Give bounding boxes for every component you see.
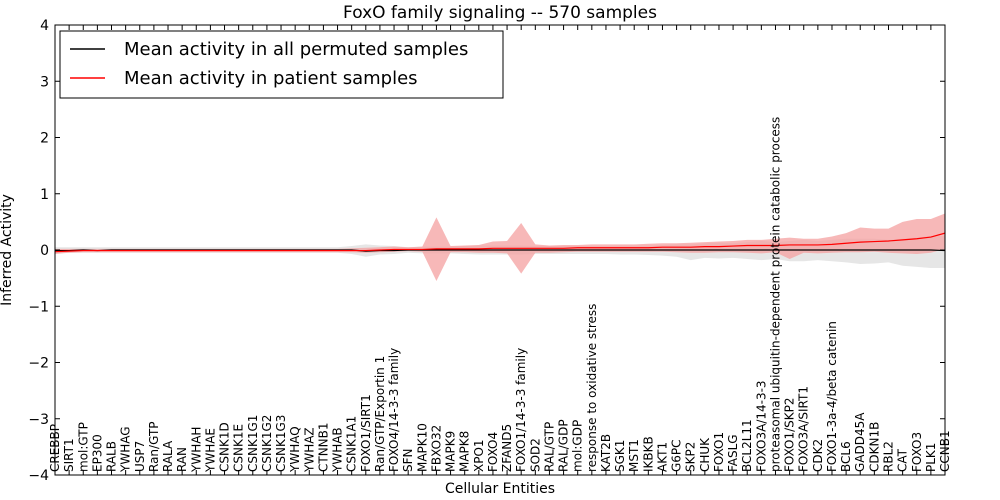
x-tick-label: Ran/GTP/Exportin 1 — [373, 356, 387, 472]
x-tick-label: BCL2L11 — [740, 419, 754, 472]
x-tick-label: FOXO1/SKP2 — [783, 397, 797, 472]
legend-permuted-label: Mean activity in all permuted samples — [124, 39, 468, 60]
x-tick-label: CAT — [896, 448, 910, 472]
x-tick-label: FOXO1 — [712, 432, 726, 472]
x-tick-label: response to oxidative stress — [585, 304, 599, 472]
x-tick-label: RALB — [105, 441, 119, 472]
x-tick-label: FOXO4/14-3-3 family — [387, 348, 401, 472]
x-tick-label: MAPK10 — [415, 423, 429, 472]
x-tick-label: RAN — [175, 447, 189, 472]
x-tick-label: SFN — [401, 449, 415, 473]
x-tick-label: FOXO1-3a-4/beta catenin — [825, 321, 839, 472]
x-tick-label: CTNNB1 — [316, 422, 330, 472]
x-tick-label: YWHAZ — [302, 427, 316, 473]
x-tick-label: RBL2 — [881, 441, 895, 472]
x-tick-label: Ran/GTP — [147, 421, 161, 472]
x-tick-label: BCL6 — [839, 441, 853, 472]
x-tick-label: MAPK8 — [458, 431, 472, 472]
x-tick-label: FOXO3 — [910, 432, 924, 472]
x-tick-label: YWHAG — [119, 426, 133, 473]
x-tick-label: RALA — [161, 440, 175, 472]
x-tick-label: mol:GTP — [76, 422, 90, 472]
x-tick-label: FOXO4 — [486, 432, 500, 472]
y-tick-label: −1 — [28, 299, 49, 315]
y-tick-label: −4 — [28, 468, 49, 484]
x-tick-label: YWHAQ — [288, 426, 302, 473]
x-tick-label: ZFAND5 — [500, 424, 514, 472]
x-tick-label: FOXO3A/SIRT1 — [797, 386, 811, 472]
x-tick-label: CSNK1G3 — [274, 415, 288, 472]
x-tick-label: EP300 — [90, 434, 104, 472]
x-tick-label: FOXO3A/14-3-3 — [754, 380, 768, 472]
x-axis-label: Cellular Entities — [445, 481, 555, 497]
x-tick-label: XPO1 — [472, 439, 486, 472]
x-tick-label: CSNK1G1 — [246, 415, 260, 472]
legend-box — [59, 30, 504, 99]
x-tick-label: RAL/GTP — [542, 422, 556, 472]
x-tick-label: FBXO32 — [429, 425, 443, 472]
x-tick-label: CHUK — [698, 437, 712, 472]
x-tick-label: YWHAE — [203, 428, 217, 473]
x-tick-label: CSNK1E — [232, 424, 246, 472]
patient-mean-line — [54, 232, 946, 253]
x-tick-label: CREBBP — [48, 424, 62, 472]
x-tick-label: proteasomal ubiquitin-dependent protein … — [768, 117, 782, 472]
y-tick-label: −2 — [28, 356, 49, 372]
x-tick-label: CDKN1B — [867, 422, 881, 472]
y-tick-label: 1 — [40, 187, 49, 203]
x-tick-label: CSNK1A1 — [345, 416, 359, 472]
legend-patient-label: Mean activity in patient samples — [124, 68, 418, 89]
patient-confidence-band — [55, 213, 945, 281]
x-tick-label: SKP2 — [684, 442, 698, 472]
x-tick-label: CDK2 — [811, 439, 825, 472]
x-tick-label: YWHAH — [189, 427, 203, 473]
x-tick-label: CSNK1G2 — [260, 415, 274, 472]
plot-area: −4 −3 −2 −1 0 1 2 3 4 CREBBP SIRT1 mol:GTP EP300 RALB… — [28, 18, 952, 484]
x-tick-label: AKT1 — [655, 442, 669, 472]
chart-title: FoxO family signaling -- 570 samples — [343, 3, 657, 23]
x-tick-label: SOD2 — [528, 438, 542, 472]
legend: Mean activity in all permuted samples Mea… — [59, 30, 504, 99]
y-axis-label: Inferred Activity — [0, 194, 15, 306]
x-tick-label: IKBKB — [641, 436, 655, 472]
y-tick-label: 4 — [40, 18, 49, 34]
x-tick-label: G6PC — [670, 439, 684, 472]
y-tick-label: −3 — [28, 412, 49, 428]
x-tick-label: MST1 — [627, 439, 641, 472]
y-tick-label: 2 — [40, 131, 49, 147]
x-tick-label: MAPK9 — [444, 431, 458, 472]
x-tick-label: GADD45A — [853, 412, 867, 472]
x-tick-label: mol:GDP — [571, 420, 585, 472]
x-tick-label: USP7 — [133, 441, 147, 472]
x-tick-label: PLK1 — [924, 443, 938, 472]
y-tick-label: 0 — [40, 243, 49, 259]
x-tick-label: SIRT1 — [62, 438, 76, 472]
x-tick-label: RAL/GDP — [557, 419, 571, 472]
x-tick-label: FASLG — [726, 434, 740, 472]
x-tick-label: FOXO1/14-3-3 family — [514, 348, 528, 472]
x-tick-label: FOXO1/SIRT1 — [359, 394, 373, 472]
x-tick-label: CSNK1D — [218, 422, 232, 472]
y-tick-label: 3 — [40, 74, 49, 90]
x-tick-label: KAT2B — [599, 434, 613, 472]
x-tick-label: YWHAB — [331, 427, 345, 473]
x-tick-label: SGK1 — [613, 440, 627, 472]
x-tick-label: CCNB1 — [938, 430, 952, 472]
